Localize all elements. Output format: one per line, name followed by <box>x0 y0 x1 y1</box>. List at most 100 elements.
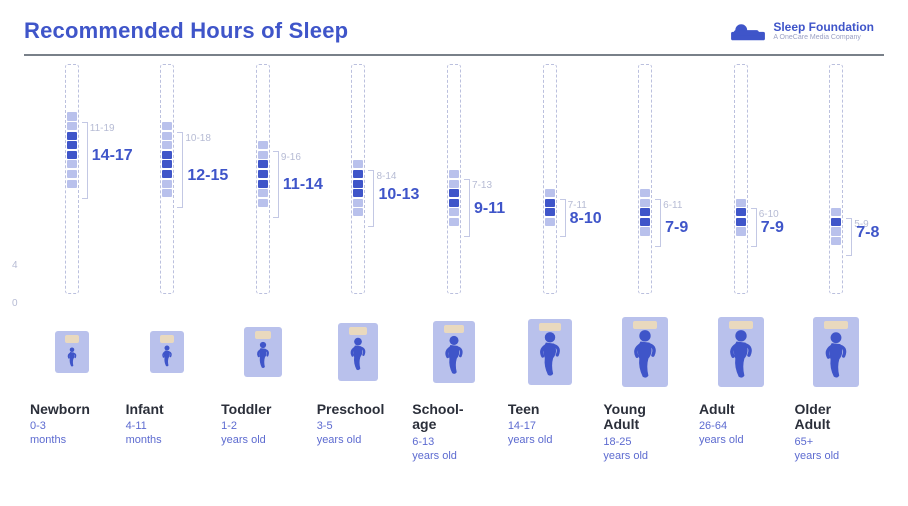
bed-cell <box>24 312 120 392</box>
pillow-icon <box>824 321 848 329</box>
hour-segment <box>162 189 172 197</box>
extended-range-label: 6-11 <box>663 200 682 211</box>
bed-cell <box>120 312 216 392</box>
range-bracket <box>82 122 88 199</box>
pillow-icon <box>65 335 79 343</box>
hour-segment <box>640 199 650 207</box>
hour-segment <box>353 160 363 168</box>
hour-segment <box>449 180 459 188</box>
age-range-label: 0-3months <box>30 420 120 448</box>
pillow-icon <box>539 323 561 331</box>
hour-segment <box>353 189 363 197</box>
hour-segment <box>640 218 650 226</box>
hour-segment <box>449 189 459 197</box>
bed-cell <box>693 312 789 392</box>
bed-illustrations-row <box>24 312 884 392</box>
bed-cell <box>502 312 598 392</box>
hour-segment <box>258 189 268 197</box>
hour-segment <box>831 227 841 235</box>
sleeper-icon <box>255 341 270 369</box>
hour-segment <box>449 208 459 216</box>
hour-segment <box>545 208 555 216</box>
bar-frame <box>543 64 557 294</box>
extended-range-label: 9-16 <box>281 152 301 163</box>
hour-segment <box>736 199 746 207</box>
hour-segment <box>162 180 172 188</box>
bar-frame <box>447 64 461 294</box>
chart-column: 5-97-8 <box>789 64 885 304</box>
hour-segment <box>67 170 77 178</box>
page: Recommended Hours of Sleep Sleep Foundat… <box>0 0 908 506</box>
age-group-label: Preschool <box>317 402 407 417</box>
age-range-label: 1-2years old <box>221 420 311 448</box>
range-bracket <box>464 179 470 237</box>
age-range-label: 14-17years old <box>508 420 598 448</box>
hour-segment <box>736 227 746 235</box>
hour-segment <box>736 208 746 216</box>
caption-cell: Preschool3-5years old <box>311 402 407 463</box>
caption-cell: Toddler 1-2years old <box>215 402 311 463</box>
caption-cell: School-age6-13years old <box>406 402 502 463</box>
pillow-icon <box>255 331 271 339</box>
hour-segment <box>258 141 268 149</box>
bed-cell <box>789 312 885 392</box>
hour-segment <box>353 180 363 188</box>
bed-icon <box>433 321 475 383</box>
age-group-label: Toddler <box>221 402 311 417</box>
pillow-icon <box>349 327 367 335</box>
sleeper-icon <box>823 331 849 379</box>
hour-segment <box>258 160 268 168</box>
hour-segment <box>449 170 459 178</box>
chart-column: 11-1914-17 <box>24 64 120 304</box>
hour-segment <box>831 218 841 226</box>
age-group-label: Adult <box>699 402 789 417</box>
hour-segment <box>353 170 363 178</box>
range-bracket <box>846 218 852 256</box>
extended-range-label: 8-14 <box>376 171 396 182</box>
bar-frame <box>638 64 652 294</box>
hour-segment <box>162 160 172 168</box>
pillow-icon <box>729 321 753 329</box>
chart-column: 7-139-11 <box>406 64 502 304</box>
age-range-label: 6-13years old <box>412 436 502 464</box>
hour-segment <box>353 199 363 207</box>
sleep-hours-chart: 0411-1914-1710-1812-159-1611-148-1410-13… <box>24 64 884 304</box>
caption-cell: Newborn0-3months <box>24 402 120 463</box>
caption-cell: YoungAdult18-25years old <box>597 402 693 463</box>
chart-column: 7-118-10 <box>502 64 598 304</box>
brand: Sleep Foundation A OneCare Media Company <box>731 20 874 42</box>
caption-cell: Infant4-11months <box>120 402 216 463</box>
age-group-label: YoungAdult <box>603 402 693 433</box>
age-group-label: OlderAdult <box>795 402 885 433</box>
hour-segment <box>162 151 172 159</box>
hour-segment <box>67 141 77 149</box>
hour-segment <box>67 132 77 140</box>
header: Recommended Hours of Sleep Sleep Foundat… <box>24 18 884 44</box>
age-range-label: 26-64years old <box>699 420 789 448</box>
age-group-label: Teen <box>508 402 598 417</box>
recommended-range-label: 7-9 <box>665 219 688 237</box>
hour-segment <box>449 218 459 226</box>
y-axis-label: 4 <box>12 260 18 271</box>
bar-frame <box>160 64 174 294</box>
chart-column: 8-1410-13 <box>311 64 407 304</box>
caption-cell: Adult 26-64years old <box>693 402 789 463</box>
pillow-icon <box>633 321 657 329</box>
hour-segment <box>162 122 172 130</box>
caption-cell: Teen 14-17years old <box>502 402 598 463</box>
hour-segment <box>67 122 77 130</box>
recommended-range-label: 7-9 <box>761 219 784 237</box>
chart-column: 10-1812-15 <box>120 64 216 304</box>
brand-name: Sleep Foundation <box>773 21 874 34</box>
hour-segment <box>449 199 459 207</box>
hour-segment <box>545 199 555 207</box>
brand-text: Sleep Foundation A OneCare Media Company <box>773 21 874 41</box>
bar-frame <box>829 64 843 294</box>
brand-logo-icon <box>731 20 765 42</box>
age-group-label: Infant <box>126 402 216 417</box>
recommended-range-label: 9-11 <box>474 200 505 218</box>
y-axis-label: 0 <box>12 298 18 309</box>
caption-cell: OlderAdult65+years old <box>789 402 885 463</box>
bar-frame <box>256 64 270 294</box>
hour-segment <box>831 237 841 245</box>
